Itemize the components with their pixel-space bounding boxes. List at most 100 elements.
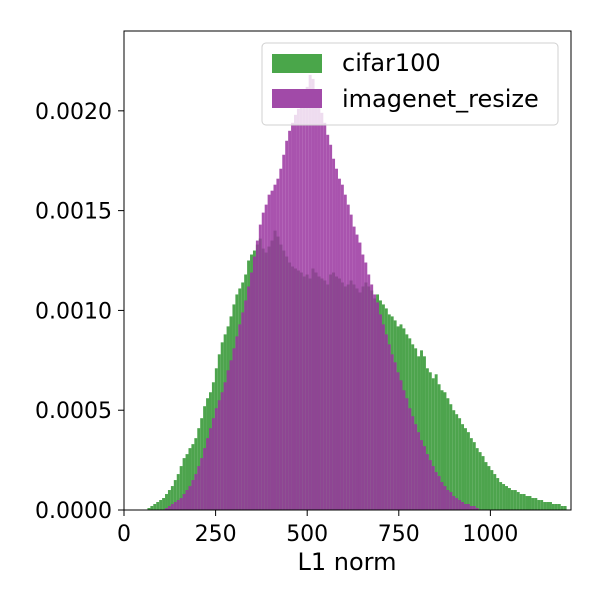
- bar-cifar100: [475, 448, 479, 510]
- bar-cifar100: [505, 486, 508, 510]
- bar-cifar100: [425, 368, 429, 510]
- bar-imagenet-resize: [355, 234, 359, 510]
- bar-imagenet-resize: [302, 96, 306, 511]
- bar-imagenet-resize: [323, 122, 327, 510]
- bar-imagenet-resize: [472, 506, 476, 510]
- bar-cifar100: [170, 486, 174, 510]
- bar-imagenet-resize: [185, 490, 189, 510]
- series-imagenet-resize: [165, 74, 479, 511]
- bar-cifar100: [560, 506, 564, 510]
- bar-cifar100: [150, 506, 154, 510]
- bar-cifar100: [540, 500, 544, 510]
- bar-imagenet-resize: [358, 242, 362, 510]
- bar-imagenet-resize: [425, 454, 429, 510]
- bar-cifar100: [543, 502, 547, 510]
- bar-imagenet-resize: [411, 416, 415, 510]
- bar-cifar100: [173, 480, 177, 510]
- bar-cifar100: [185, 454, 189, 510]
- bar-imagenet-resize: [455, 498, 459, 510]
- bar-imagenet-resize: [296, 108, 300, 511]
- bar-cifar100: [437, 384, 441, 510]
- bar-imagenet-resize: [203, 448, 207, 510]
- bar-cifar100: [490, 470, 494, 510]
- bar-imagenet-resize: [428, 460, 432, 510]
- bar-imagenet-resize: [223, 382, 227, 510]
- bar-imagenet-resize: [414, 424, 418, 510]
- bar-imagenet-resize: [340, 184, 344, 510]
- bar-cifar100: [496, 478, 500, 510]
- bar-imagenet-resize: [279, 168, 283, 510]
- bar-imagenet-resize: [182, 494, 186, 510]
- bar-imagenet-resize: [343, 194, 347, 511]
- x-tick-label: 500: [286, 522, 328, 547]
- bar-imagenet-resize: [167, 506, 171, 510]
- bar-imagenet-resize: [337, 178, 341, 511]
- bar-imagenet-resize: [332, 158, 336, 510]
- bar-imagenet-resize: [308, 74, 312, 511]
- bar-cifar100: [446, 398, 450, 510]
- bar-imagenet-resize: [294, 114, 297, 510]
- bar-cifar100: [513, 490, 517, 510]
- bar-imagenet-resize: [206, 438, 210, 510]
- bar-imagenet-resize: [390, 354, 394, 510]
- bar-cifar100: [428, 372, 432, 510]
- bar-imagenet-resize: [393, 362, 397, 510]
- bar-cifar100: [481, 456, 485, 510]
- bar-imagenet-resize: [311, 78, 315, 511]
- bar-imagenet-resize: [320, 112, 324, 511]
- bar-cifar100: [472, 442, 476, 510]
- bar-imagenet-resize: [200, 458, 204, 510]
- bar-cifar100: [461, 424, 465, 510]
- bar-imagenet-resize: [305, 86, 309, 510]
- bar-cifar100: [159, 500, 163, 510]
- bar-imagenet-resize: [335, 168, 338, 510]
- legend-swatch-cifar100: [272, 54, 322, 73]
- bar-cifar100: [528, 496, 532, 510]
- bar-imagenet-resize: [449, 492, 453, 510]
- bar-imagenet-resize: [458, 500, 462, 510]
- bar-cifar100: [156, 502, 160, 510]
- bar-imagenet-resize: [176, 500, 180, 510]
- bar-cifar100: [443, 392, 447, 510]
- bar-cifar100: [176, 474, 180, 510]
- bar-imagenet-resize: [405, 398, 409, 510]
- bar-imagenet-resize: [255, 240, 259, 510]
- bar-imagenet-resize: [173, 502, 177, 510]
- x-axis-label: L1 norm: [298, 548, 397, 576]
- bar-cifar100: [191, 444, 195, 510]
- bar-cifar100: [464, 428, 467, 510]
- bar-imagenet-resize: [270, 190, 274, 510]
- bar-imagenet-resize: [387, 344, 391, 510]
- bar-imagenet-resize: [238, 324, 242, 510]
- bar-imagenet-resize: [291, 122, 295, 510]
- bar-imagenet-resize: [469, 506, 473, 510]
- bar-imagenet-resize: [364, 262, 368, 510]
- bar-imagenet-resize: [209, 428, 212, 510]
- bar-cifar100: [179, 466, 183, 510]
- bar-imagenet-resize: [211, 418, 215, 510]
- bar-cifar100: [537, 500, 541, 510]
- bar-imagenet-resize: [466, 504, 470, 510]
- bar-imagenet-resize: [464, 504, 467, 510]
- bar-cifar100: [546, 502, 550, 510]
- bar-cifar100: [484, 462, 488, 510]
- bar-imagenet-resize: [452, 496, 456, 510]
- bar-imagenet-resize: [194, 474, 198, 510]
- bar-cifar100: [563, 506, 567, 510]
- bar-imagenet-resize: [420, 440, 423, 510]
- bar-imagenet-resize: [475, 508, 479, 510]
- bar-cifar100: [431, 378, 435, 510]
- axes-frame: [123, 30, 572, 511]
- bar-imagenet-resize: [437, 476, 441, 510]
- bar-imagenet-resize: [285, 140, 289, 511]
- bar-imagenet-resize: [326, 134, 330, 511]
- legend-box: [261, 42, 559, 126]
- bar-imagenet-resize: [226, 370, 230, 510]
- bar-imagenet-resize: [229, 360, 233, 510]
- bar-cifar100: [469, 438, 473, 510]
- y-tick-label: 0.0000: [35, 499, 112, 524]
- bar-imagenet-resize: [399, 380, 403, 510]
- bar-imagenet-resize: [258, 224, 262, 511]
